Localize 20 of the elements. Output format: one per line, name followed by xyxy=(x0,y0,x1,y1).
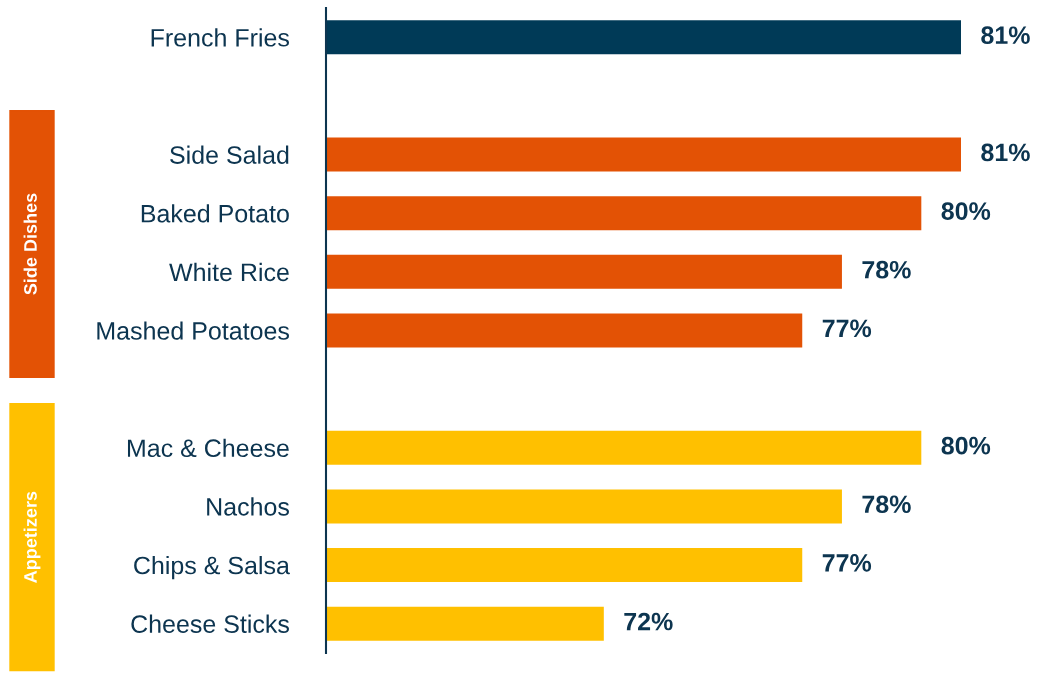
text: Side Dishes xyxy=(23,193,37,295)
y-tick-label: Nachos xyxy=(207,497,289,516)
y-tick-label: Side Salad xyxy=(170,145,289,164)
data-label: 78% xyxy=(862,260,911,279)
text: Appetizers xyxy=(23,491,41,583)
y-tick-label: White Rice xyxy=(169,262,289,282)
data-label: 78% xyxy=(862,495,911,514)
y-tick-label: Cheese Sticks xyxy=(131,614,289,633)
y-tick-label: Chips & Salsa xyxy=(134,555,290,580)
y-tick-label: Mashed Potatoes xyxy=(97,321,289,340)
data-label: 80% xyxy=(941,436,991,455)
y-tick-label: Baked Potato xyxy=(141,204,289,223)
data-label: 81% xyxy=(981,143,1030,162)
y-tick-label: Mac & Cheese xyxy=(127,438,289,458)
data-label: 72% xyxy=(624,612,673,631)
data-label: 81% xyxy=(981,26,1030,45)
data-label: 77% xyxy=(822,319,872,338)
data-label: 77% xyxy=(822,554,872,572)
data-label: 80% xyxy=(941,202,991,220)
y-tick-label: French Fries xyxy=(151,28,289,47)
